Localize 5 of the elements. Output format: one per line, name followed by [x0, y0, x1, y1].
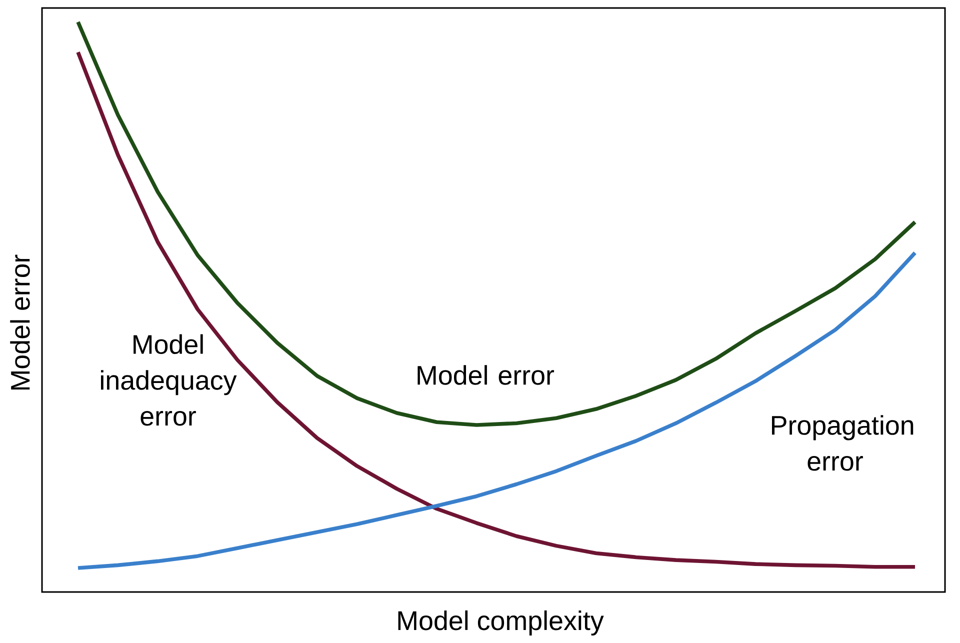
x-axis-title: Model complexity	[398, 610, 604, 636]
series-label: Model error	[418, 365, 554, 385]
series-label: Model inadequacy error	[101, 334, 237, 426]
series-label: Propagation error	[772, 415, 914, 471]
y-axis-title: Model error	[10, 254, 30, 390]
